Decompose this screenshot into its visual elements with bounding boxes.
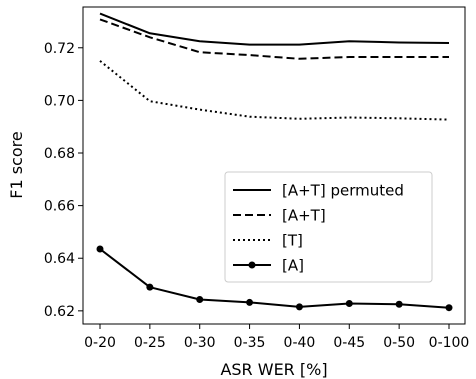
legend-label: [A+T] permuted: [282, 182, 404, 200]
y-tick-label: 0.68: [44, 146, 75, 162]
legend-entry: [A]: [233, 257, 304, 275]
legend-entry: [T]: [233, 232, 303, 250]
y-axis-label: F1 score: [7, 131, 26, 198]
x-tick-label: 0-50: [383, 335, 415, 351]
series-a-t-permuted: [99, 12, 450, 46]
x-axis: 0-20 0-25 0-30 0-35 0-40 0-45 0-50 0-100: [84, 324, 469, 351]
x-axis-label: ASR WER [%]: [220, 360, 327, 379]
series-line: [99, 12, 450, 46]
x-tick-label: 0-45: [333, 335, 365, 351]
legend-box: [224, 171, 433, 283]
x-tick-label: 0-25: [134, 335, 166, 351]
x-tick-label: 0-35: [234, 335, 266, 351]
legend: [A+T] permuted [A+T] [T] [A]: [224, 171, 433, 283]
legend-entry: [A+T] permuted: [233, 182, 404, 200]
series-t: [99, 60, 450, 121]
data-point: [96, 245, 104, 253]
data-point: [146, 283, 154, 291]
series-line: [99, 248, 450, 309]
legend-label: [A]: [282, 257, 304, 275]
legend-marker: [248, 261, 256, 269]
data-point: [395, 300, 403, 308]
x-tick-label: 0-100: [429, 335, 470, 351]
x-tick-label: 0-30: [184, 335, 216, 351]
legend-label: [T]: [282, 232, 303, 250]
y-tick-label: 0.66: [44, 199, 75, 215]
legend-entry: [A+T]: [233, 207, 326, 225]
data-point: [445, 304, 453, 312]
data-point: [345, 299, 353, 307]
plot-frame: [82, 6, 466, 325]
data-point: [246, 298, 254, 306]
x-tick-label: 0-20: [84, 335, 116, 351]
y-tick-label: 0.62: [44, 304, 75, 320]
y-tick-label: 0.64: [44, 251, 75, 267]
series-a-t: [99, 18, 449, 60]
series-a: [96, 245, 453, 312]
y-tick-label: 0.72: [44, 41, 75, 57]
y-axis: 0.62 0.64 0.66 0.68 0.70 0.72: [44, 41, 83, 320]
data-point: [295, 303, 303, 311]
series-line: [99, 60, 450, 121]
legend-label: [A+T]: [282, 207, 326, 225]
x-tick-label: 0-40: [284, 335, 316, 351]
data-point: [196, 296, 204, 304]
series-line: [99, 18, 449, 60]
y-tick-label: 0.70: [44, 93, 75, 109]
series-layer: [96, 12, 453, 312]
